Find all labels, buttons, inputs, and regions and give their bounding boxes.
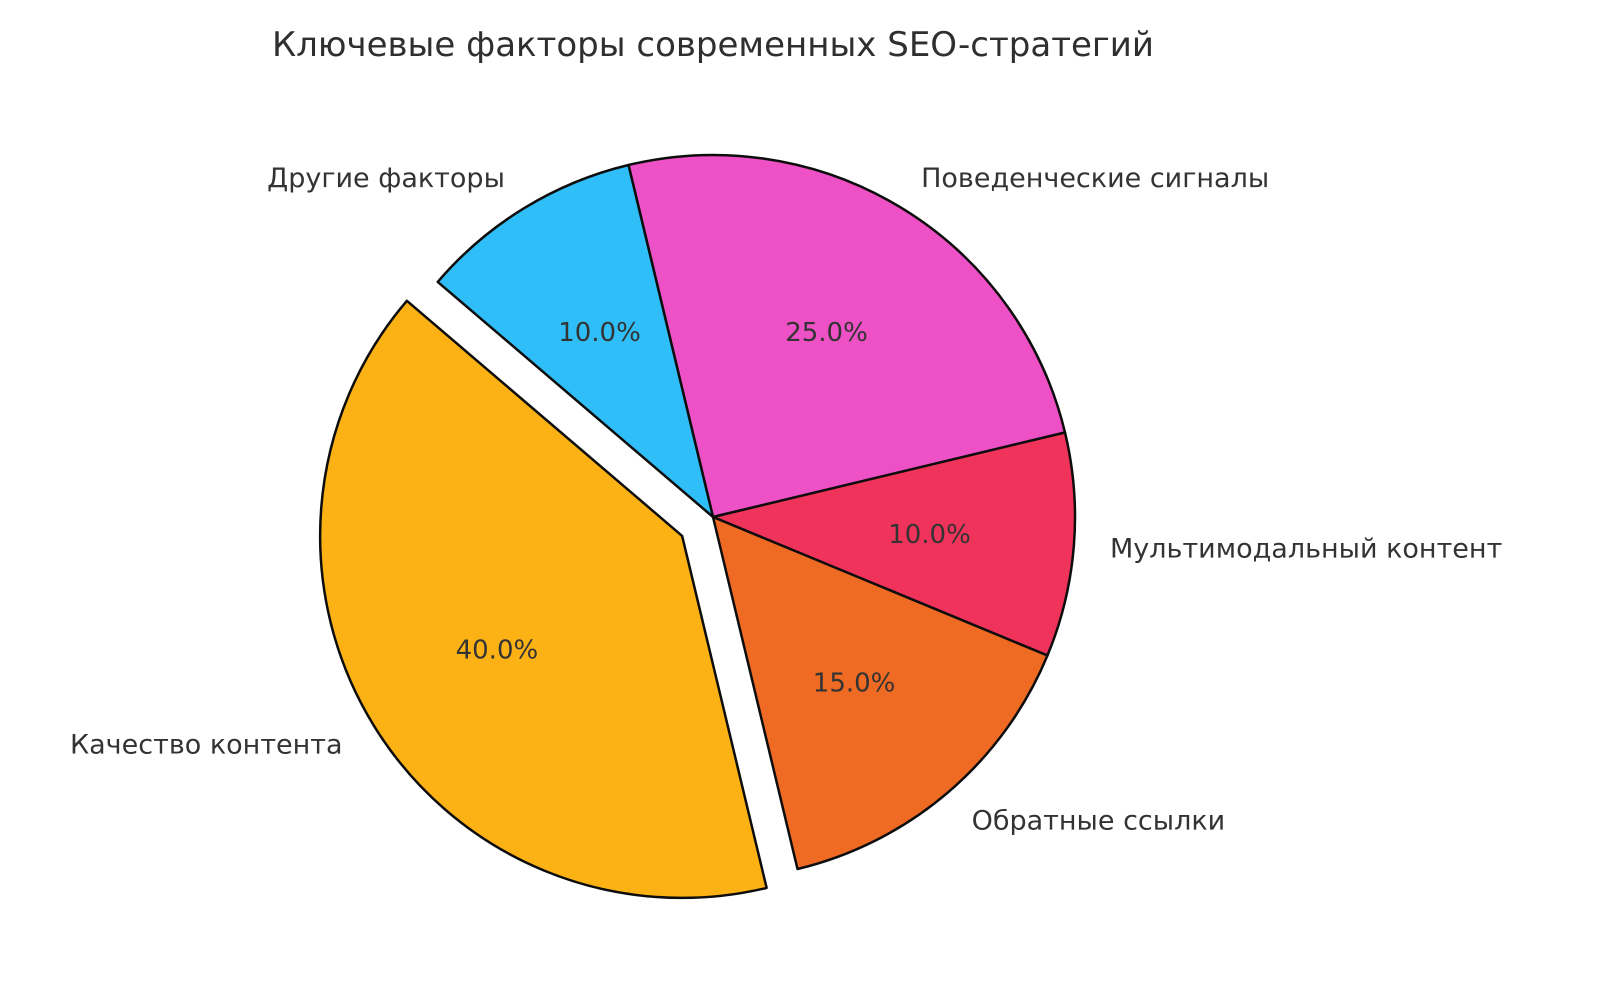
pie-slices-group (318, 153, 1077, 900)
pie-slice-2 (711, 515, 1049, 871)
slice-label-4: Другие факторы (267, 163, 505, 194)
pie-slice-1 (711, 431, 1077, 657)
slice-label-0: Поведенческие сигналы (921, 163, 1269, 194)
slice-percent-label-4: 10.0% (558, 318, 641, 348)
slice-label-3: Качество контента (70, 729, 343, 760)
pie-slice-3 (318, 299, 768, 900)
slice-percent-label-3: 40.0% (456, 636, 539, 666)
slice-labels-group: Поведенческие сигналы Мультимодальный кон… (70, 163, 1502, 836)
percent-labels-group: 25.0% 10.0% 15.0% 40.0% 10.0% (456, 318, 971, 698)
slice-label-2: Обратные ссылки (972, 805, 1226, 836)
slice-percent-label-1: 10.0% (888, 520, 971, 550)
chart-title: Ключевые факторы современных SEO-стратег… (272, 25, 1154, 65)
slice-percent-label-2: 15.0% (813, 668, 896, 698)
pie-slice-4 (436, 163, 715, 519)
pie-slice-0 (627, 153, 1067, 519)
slice-percent-label-0: 25.0% (785, 318, 868, 348)
slice-label-1: Мультимодальный контент (1110, 534, 1502, 565)
